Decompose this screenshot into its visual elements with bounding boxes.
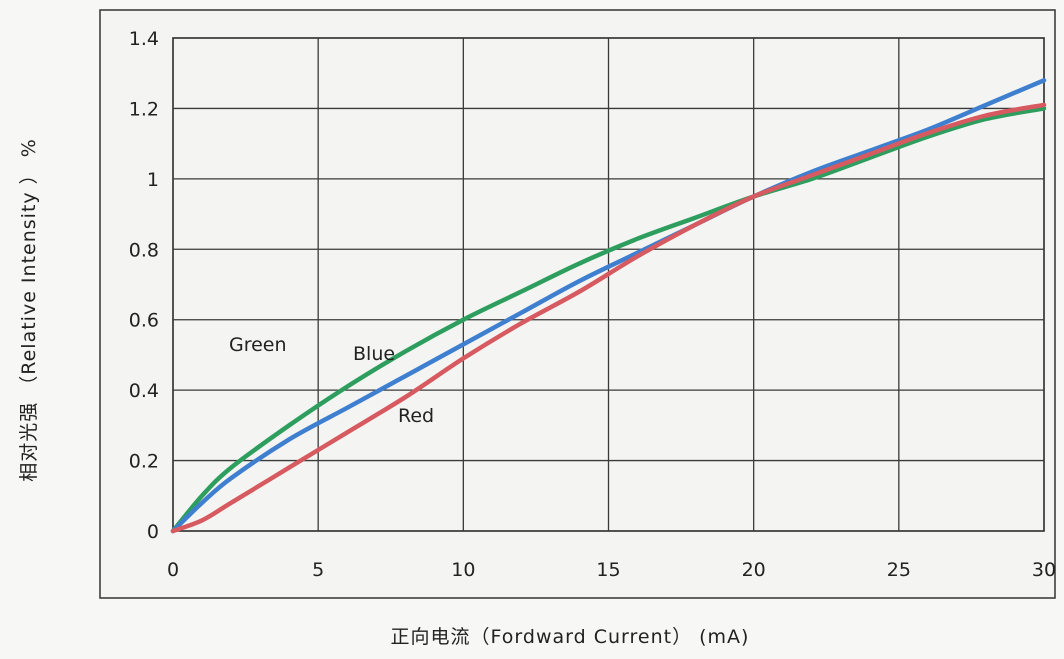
x-tick-label: 10 (451, 559, 475, 581)
chart-outer-frame (99, 9, 1056, 599)
y-tick-label: 0.4 (129, 380, 159, 402)
y-tick-label: 0.8 (129, 239, 159, 261)
series-lines (170, 78, 1047, 534)
y-tick-label: 1.2 (129, 98, 159, 120)
series-label-green: Green (229, 334, 287, 356)
y-tick-label: 0.6 (129, 310, 159, 332)
y-tick-label: 1 (147, 169, 159, 191)
series-label-blue: Blue (353, 343, 395, 365)
x-tick-label: 15 (596, 559, 620, 581)
x-tick-label: 25 (887, 559, 911, 581)
x-tick-label: 0 (167, 559, 179, 581)
y-tick-label: 1.4 (129, 28, 159, 50)
tick-labels: 0 5 10 15 20 25 30 0 0.2 0.4 0.6 0.8 1 1.2 1.4 (129, 28, 1056, 581)
y-tick-label: 0.2 (129, 451, 159, 473)
series-line-blue (170, 78, 1047, 534)
series-labels: Green Blue Red (229, 334, 434, 427)
series-line-green (170, 106, 1047, 534)
y-tick-label: 0 (147, 521, 159, 543)
series-line-red (170, 102, 1047, 534)
x-tick-label: 5 (312, 559, 324, 581)
series-label-red: Red (398, 405, 434, 427)
x-axis-title: 正向电流（Fordward Current） (mA) (391, 626, 750, 648)
x-tick-label: 30 (1032, 559, 1056, 581)
x-tick-label: 20 (742, 559, 766, 581)
y-axis-title: 相对光强 （Relative Intensity ） % (18, 138, 40, 482)
